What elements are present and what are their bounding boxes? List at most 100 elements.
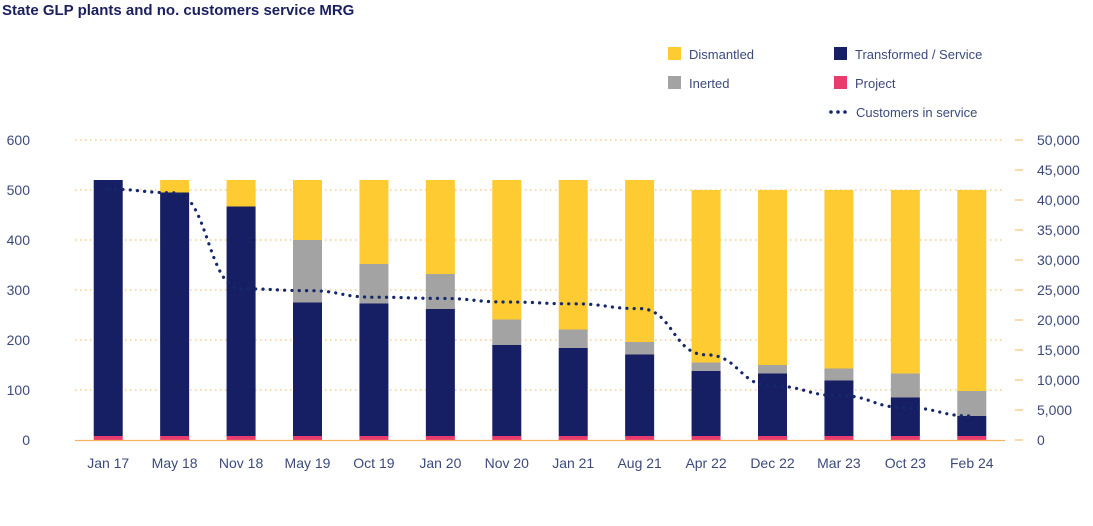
y-right-tick-label: 40,000 [1037, 192, 1080, 208]
bar-project [691, 436, 721, 440]
legend-item-dismantled: Dismantled [668, 47, 754, 62]
x-tick-label: Oct 23 [885, 455, 926, 471]
bar-transformed [226, 206, 256, 436]
y-left-tick-label: 0 [22, 432, 30, 448]
bars [93, 180, 987, 440]
x-tick-label: Jan 21 [552, 455, 594, 471]
legend-item-inerted: Inerted [668, 76, 729, 91]
legend-label: Inerted [689, 76, 729, 91]
bar-inerted [492, 319, 522, 345]
bar-project [425, 436, 455, 440]
bar-project [93, 436, 123, 440]
bar-dismantled [758, 190, 787, 365]
bar-dismantled [492, 180, 522, 320]
y-right-tick-label: 5,000 [1037, 402, 1072, 418]
bar-transformed [93, 180, 123, 436]
bar-project [492, 436, 522, 440]
legend-swatch-project [834, 76, 847, 89]
y-right-tick-label: 50,000 [1037, 132, 1080, 148]
bar-dismantled [226, 180, 256, 207]
bar-project [957, 436, 987, 440]
y-right-tick-label: 20,000 [1037, 312, 1080, 328]
bar-inerted [625, 342, 655, 355]
bar-dismantled [625, 180, 655, 342]
bar-transformed [492, 345, 522, 436]
bar-dismantled [293, 180, 322, 240]
x-tick-label: Jan 17 [87, 455, 129, 471]
bar-transformed [824, 380, 854, 436]
y-right-tick-label: 30,000 [1037, 252, 1080, 268]
bar-inerted [758, 365, 787, 374]
bar-transformed [293, 302, 322, 436]
x-tick-label: Feb 24 [950, 455, 994, 471]
y-left-tick-label: 400 [7, 232, 31, 248]
bar-project [160, 436, 190, 440]
axes: 0 100 200 300 400 500 600 0 5,000 10,000 15,000 20,… [7, 132, 1080, 471]
y-right-tick-label: 25,000 [1037, 282, 1080, 298]
bar-inerted [824, 368, 854, 381]
y-left-tick-label: 500 [7, 182, 31, 198]
x-tick-label: Apr 22 [685, 455, 726, 471]
x-tick-label: Mar 23 [817, 455, 861, 471]
customers-line [106, 187, 974, 418]
bar-project [226, 436, 256, 440]
bar-dismantled [890, 190, 920, 374]
bar-project [359, 436, 389, 440]
bar-transformed [425, 309, 455, 436]
bar-inerted [425, 274, 455, 309]
y-left-tick-label: 200 [7, 332, 31, 348]
legend-swatch-inerted [668, 76, 681, 89]
legend-dot [836, 110, 840, 114]
legend-swatch-dismantled [668, 47, 681, 60]
bar-project [293, 436, 322, 440]
legend-dot [843, 110, 847, 114]
y-left-tick-label: 300 [7, 282, 31, 298]
x-tick-label: Dec 22 [750, 455, 795, 471]
grid-lines [75, 139, 1005, 391]
bar-transformed [160, 192, 190, 436]
bar-inerted [293, 240, 322, 303]
bar-transformed [558, 348, 588, 436]
y-right-tick-label: 10,000 [1037, 372, 1080, 388]
x-tick-label: May 19 [285, 455, 331, 471]
chart-title: State GLP plants and no. customers servi… [2, 2, 355, 19]
legend-item-transformed: Transformed / Service [834, 47, 982, 62]
y-left-tick-label: 100 [7, 382, 31, 398]
bar-dismantled [957, 190, 987, 391]
legend: Dismantled Transformed / Service Inerted Pr… [668, 47, 982, 120]
bar-transformed [758, 373, 787, 436]
bar-dismantled [558, 180, 588, 330]
legend-label: Transformed / Service [855, 47, 982, 62]
legend-label: Dismantled [689, 47, 754, 62]
x-tick-label: Nov 20 [485, 455, 530, 471]
bar-inerted [890, 373, 920, 398]
x-tick-label: Aug 21 [617, 455, 662, 471]
bar-dismantled [824, 190, 854, 369]
x-tick-label: Nov 18 [219, 455, 264, 471]
bar-dismantled [425, 180, 455, 274]
bar-transformed [625, 354, 655, 436]
bar-inerted [558, 329, 588, 348]
y-right-tick-label: 35,000 [1037, 222, 1080, 238]
x-tick-label: May 18 [152, 455, 198, 471]
x-tick-label: Jan 20 [419, 455, 461, 471]
y-right-tick-label: 15,000 [1037, 342, 1080, 358]
bar-transformed [957, 416, 987, 436]
bar-project [890, 436, 920, 440]
legend-item-project: Project [834, 76, 896, 91]
bar-project [824, 436, 854, 440]
y-right-tick-label: 45,000 [1037, 162, 1080, 178]
bar-inerted [691, 362, 721, 371]
bar-dismantled [691, 190, 721, 363]
legend-swatch-transformed [834, 47, 847, 60]
legend-label: Project [855, 76, 896, 91]
legend-item-customers: Customers in service [829, 105, 977, 120]
bar-transformed [691, 371, 721, 436]
bar-project [625, 436, 655, 440]
legend-dot [829, 110, 833, 114]
bar-inerted [957, 391, 987, 416]
bar-transformed [359, 303, 389, 436]
bar-transformed [890, 397, 920, 436]
bar-dismantled [160, 180, 190, 193]
